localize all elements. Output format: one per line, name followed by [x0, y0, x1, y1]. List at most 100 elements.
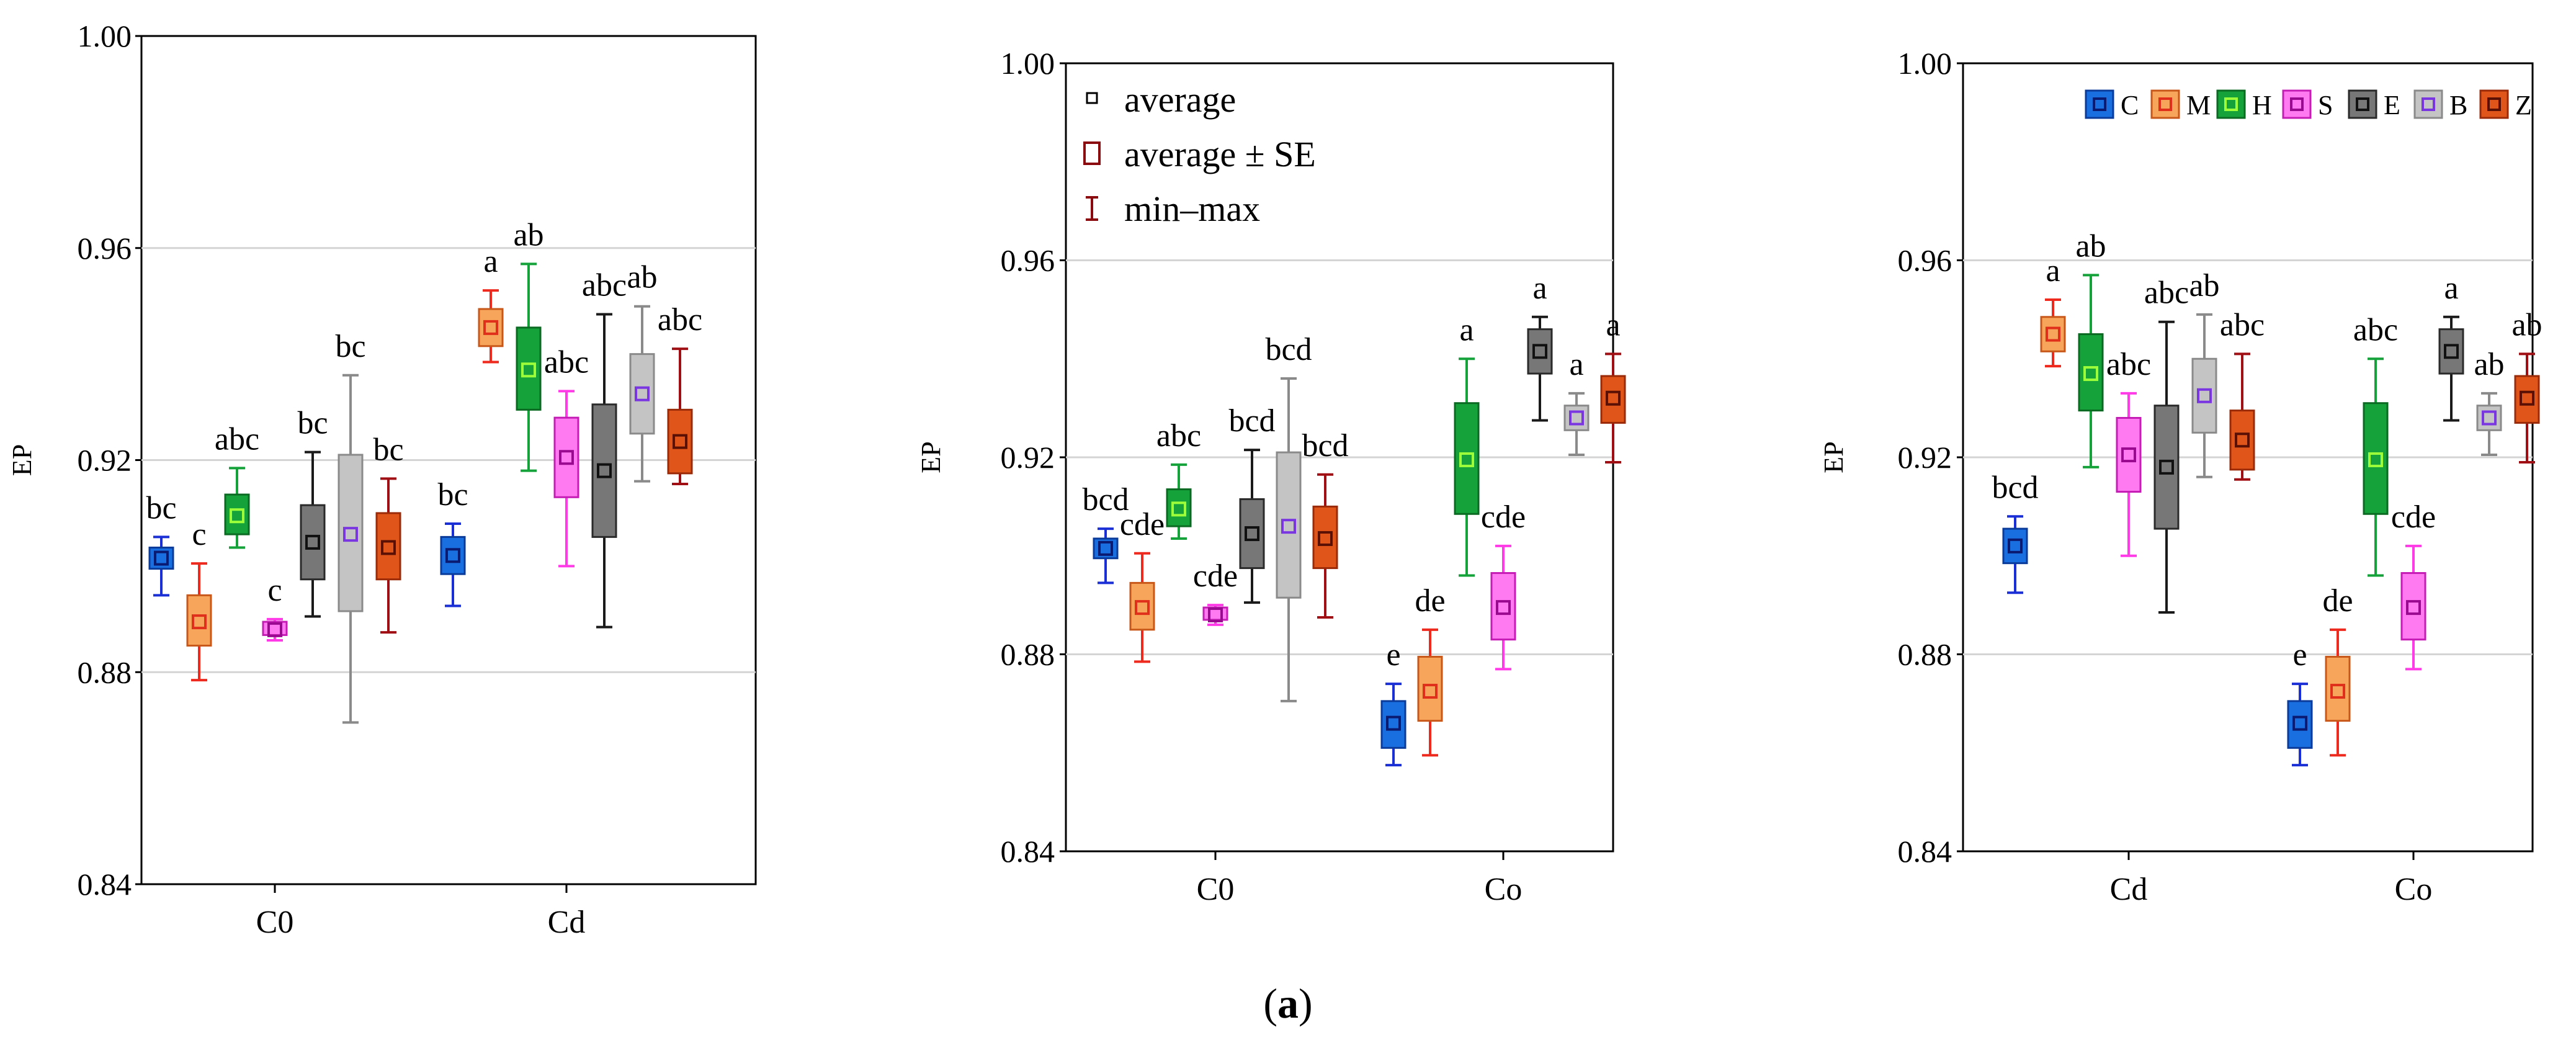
panel-label-open: (: [1263, 980, 1277, 1027]
legend-swatch-M: [2150, 89, 2180, 119]
box-M: cde: [1120, 507, 1165, 663]
mean-marker: [635, 386, 650, 401]
box-Z: bc: [373, 432, 404, 634]
x-category-label: Cd: [548, 905, 586, 940]
significance-label: abc: [1156, 418, 1201, 454]
se-box: [2287, 700, 2313, 749]
significance-label: abc: [544, 344, 589, 380]
mean-marker: [2368, 452, 2383, 467]
mean-marker: [1208, 607, 1223, 622]
significance-label: ab: [2511, 307, 2542, 343]
mean-marker: [230, 508, 244, 524]
se-box: [2363, 402, 2389, 515]
mean-marker: [2406, 600, 2421, 616]
legend-swatch-B: [2413, 89, 2443, 119]
y-tick-label: 0.88: [1898, 637, 1952, 672]
se-box: [1454, 402, 1480, 515]
se-box: [667, 408, 693, 475]
significance-label: bcd: [1082, 482, 1129, 517]
se-box: [2116, 417, 2142, 493]
box-Z: ab: [2511, 307, 2542, 464]
significance-label: bcd: [1992, 470, 2038, 505]
legend-label-B: B: [2449, 90, 2467, 120]
significance-label: ab: [513, 217, 543, 253]
significance-label: bc: [335, 329, 365, 364]
legend-swatch-C: [2085, 89, 2114, 119]
box-C: bcd: [1082, 482, 1129, 584]
significance-label: c: [267, 573, 282, 608]
box-C: e: [1380, 637, 1407, 767]
x-category-label: Cd: [2110, 872, 2148, 907]
significance-label: abc: [2106, 347, 2151, 382]
significance-label: a: [2046, 253, 2060, 289]
box-Z: abc: [2220, 307, 2265, 481]
significance-label: abc: [215, 421, 259, 457]
mean-marker: [2235, 432, 2250, 448]
chart-2: 0.840.880.920.961.00EPC0bcdcdeabccdebcdb…: [916, 46, 1626, 907]
se-box: [1276, 451, 1302, 599]
box-E: abc: [2144, 275, 2189, 614]
mean-marker: [2444, 344, 2459, 359]
significance-label: ab: [2075, 228, 2106, 264]
mean-marker: [1606, 390, 1621, 406]
mean-marker: [2197, 388, 2212, 403]
legend-swatch-E: [2348, 89, 2377, 119]
significance-label: bc: [373, 432, 403, 467]
se-box: [148, 546, 174, 570]
se-box: [629, 353, 655, 435]
legend-swatch-mean-B: [2422, 97, 2435, 111]
legend-swatch-mean-S: [2290, 97, 2304, 111]
se-box: [2476, 405, 2502, 431]
mean-marker: [1459, 452, 1474, 467]
significance-label: bcd: [1228, 403, 1275, 439]
mean-marker: [2159, 459, 2174, 475]
box-H: abc: [215, 421, 259, 549]
box-H: abc: [2353, 312, 2398, 577]
se-box: [1563, 405, 1590, 431]
box-B: ab: [2189, 268, 2220, 478]
legend-swatch-S: [2282, 89, 2312, 119]
y-tick-label: 0.96: [78, 231, 132, 266]
legend-swatch-mean-Z: [2487, 97, 2501, 111]
significance-label: cde: [1193, 558, 1238, 594]
se-box: [2078, 333, 2104, 412]
box-B: bcd: [1265, 332, 1312, 702]
box-E: a: [1527, 271, 1553, 422]
mean-marker: [1386, 715, 1401, 731]
mean-marker: [673, 434, 687, 449]
significance-label: c: [192, 517, 206, 552]
se-box: [1380, 700, 1407, 749]
box-E: bc: [297, 406, 328, 618]
se-box: [2400, 572, 2426, 641]
significance-label: abc: [2353, 312, 2398, 347]
legend-swatch-Z: [2479, 89, 2509, 119]
se-box: [2514, 375, 2540, 424]
se-box: [591, 403, 617, 538]
y-tick-label: 0.96: [1898, 243, 1952, 278]
mean-marker: [1496, 600, 1511, 616]
y-tick-label: 0.92: [1001, 440, 1055, 475]
legend-entry-label: min–max: [1124, 189, 1260, 229]
box-H: a: [1454, 312, 1480, 577]
se-box: [440, 535, 466, 575]
legend-entry-label: average ± SE: [1124, 134, 1316, 174]
mean-marker: [445, 548, 460, 563]
x-category-label: C0: [256, 905, 294, 940]
y-tick-label: 0.96: [1001, 243, 1055, 278]
box-S: c: [262, 573, 288, 642]
significance-label: a: [483, 244, 498, 279]
mean-marker: [381, 540, 396, 555]
significance-label: ab: [627, 260, 657, 295]
legend-mean-symbol: [1086, 92, 1098, 104]
se-box: [1527, 328, 1553, 375]
y-tick-label: 0.88: [1001, 637, 1055, 672]
legend-label-E: E: [2384, 90, 2400, 120]
significance-label: abc: [2220, 307, 2265, 343]
mean-marker: [1423, 684, 1438, 699]
significance-label: a: [1459, 312, 1474, 347]
panel-label-close: ): [1299, 980, 1313, 1027]
se-box: [2438, 328, 2464, 375]
se-box: [300, 504, 326, 581]
y-tick-label: 1.00: [1898, 46, 1952, 81]
